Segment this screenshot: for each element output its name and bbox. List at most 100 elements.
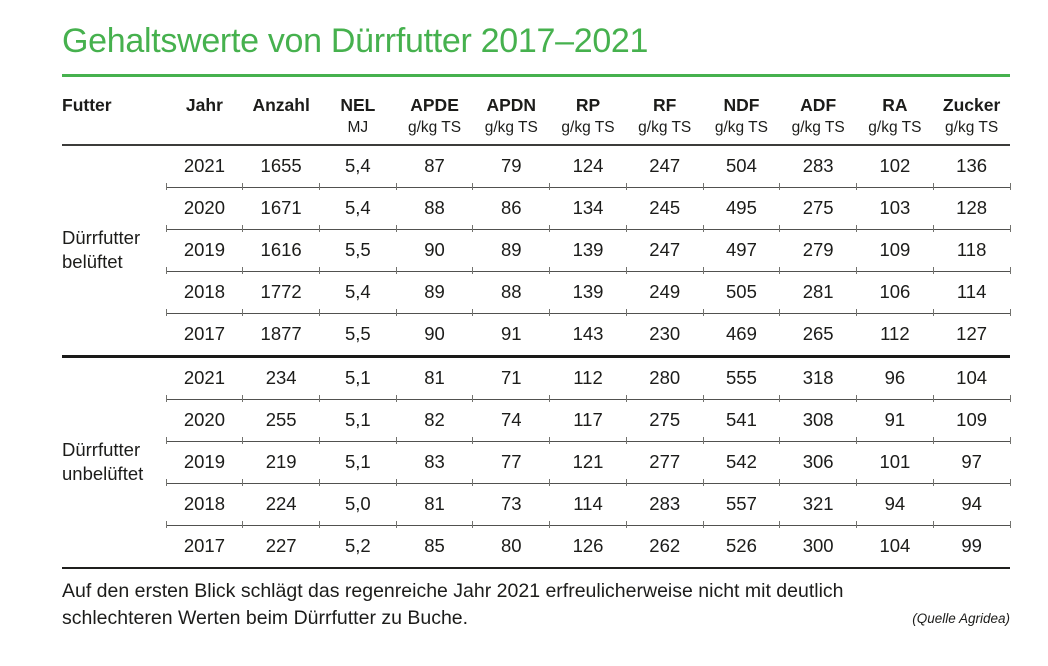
- column-header-label: Anzahl: [252, 95, 310, 116]
- table-cell: 283: [625, 483, 704, 528]
- column-header-label: Jahr: [185, 95, 223, 116]
- table-cell: 94: [932, 483, 1011, 528]
- footer-note-line: Auf den ersten Blick schlägt das regenre…: [62, 579, 844, 602]
- table-cell: 71: [472, 354, 550, 404]
- row-group-label: Dürrfutter belüftet: [62, 227, 141, 273]
- table-cell: 2018: [165, 483, 243, 528]
- column-unit: g/kg TS: [638, 119, 692, 137]
- table-cell: 275: [625, 399, 704, 444]
- table-cell: 2017: [183, 323, 225, 345]
- table-cell: 265: [802, 323, 834, 345]
- table-cell: 245: [625, 187, 704, 232]
- table-cell: 2020: [165, 399, 243, 444]
- column-header-label: NEL: [340, 95, 376, 116]
- table-cell: 247: [625, 229, 704, 274]
- table-cell: 526: [726, 535, 757, 557]
- table-cell: 255: [242, 399, 320, 444]
- table-cell: 117: [549, 399, 627, 444]
- table-cell: 88: [472, 271, 550, 316]
- table-cell: 82: [395, 399, 473, 444]
- table-cell: 79: [472, 144, 550, 189]
- table-cell: 139: [549, 229, 627, 274]
- column-unit: [243, 119, 320, 137]
- table-cell: 5,0: [318, 483, 397, 528]
- column-unit: g/kg TS: [868, 119, 922, 137]
- table-cell: 262: [649, 535, 681, 557]
- table-cell: 85: [424, 535, 445, 557]
- table-row: Dürrfutter belüftet 2021 1655 5,4 87 79 124 247…: [62, 144, 1011, 272]
- table-cell: 74: [472, 399, 550, 444]
- table-cell: 143: [572, 323, 604, 345]
- table-row: 2018 224 5,0 81 73 114 283 557 321 94 94: [62, 483, 1011, 528]
- table-cell: 136: [932, 144, 1011, 189]
- column-header: Futter: [62, 87, 166, 145]
- source-credit: (Quelle Agridea): [912, 610, 1010, 626]
- table-cell: 542: [702, 441, 780, 486]
- table-cell: 541: [702, 399, 780, 444]
- table-cell: 5,4: [318, 144, 397, 189]
- table-cell: 2019: [165, 441, 243, 486]
- column-header-label: RP: [575, 95, 601, 116]
- table-cell: 87: [395, 144, 473, 189]
- table-cell: 281: [779, 271, 857, 316]
- table-cell: 112: [880, 323, 910, 345]
- table-cell: 90: [395, 229, 473, 274]
- table-cell: 91: [856, 399, 934, 444]
- table-cell: 321: [779, 483, 857, 528]
- table-cell: 128: [932, 187, 1011, 232]
- column-unit: g/kg TS: [484, 119, 538, 137]
- table-cell: 234: [242, 354, 320, 404]
- table-cell: 557: [702, 483, 780, 528]
- table-cell: 2019: [165, 229, 243, 274]
- table-cell: 308: [779, 399, 857, 444]
- table-cell: 5,5: [344, 323, 371, 345]
- table-cell: 5,1: [318, 354, 397, 404]
- table-cell: 497: [702, 229, 780, 274]
- table-cell: 134: [549, 187, 627, 232]
- column-header: ADF g/kg TS: [780, 87, 857, 145]
- column-header-label: APDE: [410, 95, 459, 116]
- table-cell: 306: [779, 441, 857, 486]
- table-cell: 124: [549, 144, 627, 189]
- table-cell: 1616: [242, 229, 320, 274]
- table-row: Dürrfutter unbelüftet 2021 234 5,1 81 71 112 28…: [62, 354, 1011, 568]
- column-header-label: Futter: [62, 95, 112, 116]
- column-header: RF g/kg TS: [626, 87, 703, 145]
- table-cell: 106: [856, 271, 934, 316]
- table-cell: 101: [856, 441, 934, 486]
- table-cell: 5,1: [318, 399, 397, 444]
- row-group-label: Dürrfutter unbelüftet: [62, 354, 167, 568]
- column-unit: g/kg TS: [945, 119, 999, 137]
- table-cell: 2020: [165, 187, 243, 232]
- table-cell: 104: [879, 535, 911, 557]
- table-cell: 1877: [260, 323, 302, 345]
- table-cell: 139: [549, 271, 627, 316]
- table-cell: 5,4: [318, 187, 397, 232]
- column-header: NDF g/kg TS: [703, 87, 780, 145]
- table-cell: 469: [726, 323, 757, 345]
- column-unit: MJ: [347, 119, 369, 137]
- column-header: RP g/kg TS: [550, 87, 627, 145]
- column-unit: g/kg TS: [714, 119, 768, 137]
- table-cell: 97: [932, 441, 1011, 486]
- table-row: 2017 1877 5,5 90 91 143 230 469 265 112 127: [62, 313, 1010, 356]
- table-cell: 102: [856, 144, 934, 189]
- column-header: APDN g/kg TS: [473, 87, 550, 145]
- table-cell: 90: [424, 323, 445, 345]
- table-row: 2019 1616 5,5 90 89 139 247 497 279 109 118: [62, 229, 1011, 274]
- table-cell: 112: [549, 354, 627, 404]
- column-header-label: RF: [653, 95, 677, 116]
- table-cell: 99: [961, 535, 982, 557]
- table-cell: 495: [702, 187, 780, 232]
- column-unit: g/kg TS: [407, 119, 462, 137]
- header-row: Futter Jahr Anzahl NEL MJ APDE g/kg TS APDN g/kg…: [62, 87, 1010, 145]
- table-cell: 249: [625, 271, 704, 316]
- page-title: Gehaltswerte von Dürrfutter 2017–2021: [62, 22, 649, 60]
- table-cell: 219: [242, 441, 320, 486]
- table-cell: 247: [625, 144, 704, 189]
- table-cell: 96: [856, 354, 934, 404]
- table-row: 2020 255 5,1 82 74 117 275 541 308 91 109: [62, 399, 1011, 444]
- table-cell: 86: [472, 187, 550, 232]
- table-cell: 89: [472, 229, 550, 274]
- table-row: 2019 219 5,1 83 77 121 277 542 306 101 97: [62, 441, 1011, 486]
